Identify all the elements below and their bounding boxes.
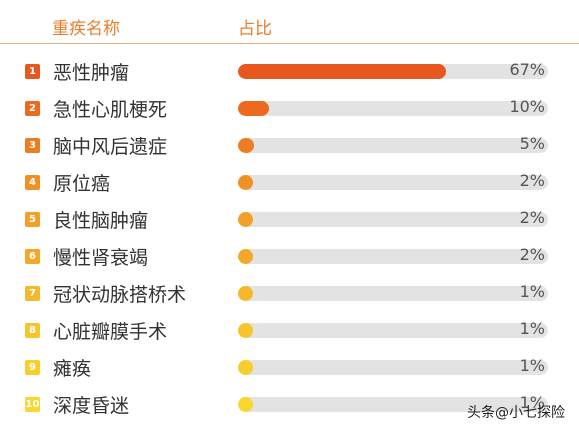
- bar-track: [238, 323, 548, 338]
- bar-fill: [238, 397, 253, 412]
- disease-name: 心脏瓣膜手术: [53, 321, 168, 343]
- rank-badge: 3: [25, 138, 40, 153]
- bar-track: [238, 212, 548, 227]
- bar-fill: [238, 212, 253, 227]
- rank-badge: 6: [25, 249, 40, 264]
- header-divider: [0, 43, 579, 44]
- bar-row: 2 急性心肌梗死 10%: [0, 91, 579, 127]
- bar-row: 6 慢性肾衰竭 2%: [0, 239, 579, 275]
- bar-row: 3 脑中风后遗症 5%: [0, 128, 579, 164]
- percent-label: 1%: [519, 393, 545, 412]
- bar-track: [238, 397, 548, 412]
- bar-track: [238, 175, 548, 190]
- disease-name: 良性脑肿瘤: [53, 210, 149, 232]
- bar-row: 5 良性脑肿瘤 2%: [0, 202, 579, 238]
- bar-row: 7 冠状动脉搭桥术 1%: [0, 276, 579, 312]
- percent-label: 10%: [509, 97, 545, 116]
- disease-name: 急性心肌梗死: [53, 99, 168, 121]
- bar-fill: [238, 138, 254, 153]
- bar-row: 1 恶性肿瘤 67%: [0, 54, 579, 90]
- bar-row: 10 深度昏迷 1%: [0, 387, 579, 423]
- rank-badge: 7: [25, 286, 40, 301]
- bar-fill: [238, 175, 253, 190]
- bar-fill: [238, 360, 253, 375]
- bar-row: 9 瘫痪 1%: [0, 350, 579, 386]
- disease-name: 冠状动脉搭桥术: [53, 284, 187, 306]
- table-header: 重疾名称 占比: [0, 10, 579, 44]
- percent-label: 67%: [509, 60, 545, 79]
- bar-fill: [238, 101, 269, 116]
- bar-track: [238, 101, 548, 116]
- bar-fill: [238, 323, 253, 338]
- percent-label: 5%: [519, 134, 545, 153]
- rank-badge: 9: [25, 360, 40, 375]
- disease-name: 深度昏迷: [53, 395, 130, 417]
- percent-label: 1%: [519, 319, 545, 338]
- bar-track: [238, 249, 548, 264]
- bar-track: [238, 360, 548, 375]
- percent-label: 2%: [519, 171, 545, 190]
- rank-badge: 2: [25, 101, 40, 116]
- percent-label: 2%: [519, 208, 545, 227]
- disease-name: 原位癌: [53, 173, 111, 195]
- disease-name: 瘫痪: [53, 358, 92, 380]
- percent-label: 1%: [519, 356, 545, 375]
- watermark: 头条@小七探险: [467, 405, 565, 421]
- bar-fill: [238, 286, 253, 301]
- bar-row: 8 心脏瓣膜手术 1%: [0, 313, 579, 349]
- rank-badge: 1: [25, 64, 40, 79]
- bar-track: [238, 64, 548, 79]
- bar-row: 4 原位癌 2%: [0, 165, 579, 201]
- rank-badge: 5: [25, 212, 40, 227]
- column-header-name: 重疾名称: [52, 19, 120, 39]
- bar-track: [238, 138, 548, 153]
- rank-badge: 10: [25, 397, 40, 412]
- disease-name: 恶性肿瘤: [53, 62, 130, 84]
- column-header-ratio: 占比: [238, 19, 272, 39]
- percent-label: 1%: [519, 282, 545, 301]
- rank-badge: 4: [25, 175, 40, 190]
- disease-name: 脑中风后遗症: [53, 136, 168, 158]
- bar-fill: [238, 64, 446, 79]
- rank-badge: 8: [25, 323, 40, 338]
- percent-label: 2%: [519, 245, 545, 264]
- bar-track: [238, 286, 548, 301]
- disease-name: 慢性肾衰竭: [53, 247, 149, 269]
- bar-fill: [238, 249, 253, 264]
